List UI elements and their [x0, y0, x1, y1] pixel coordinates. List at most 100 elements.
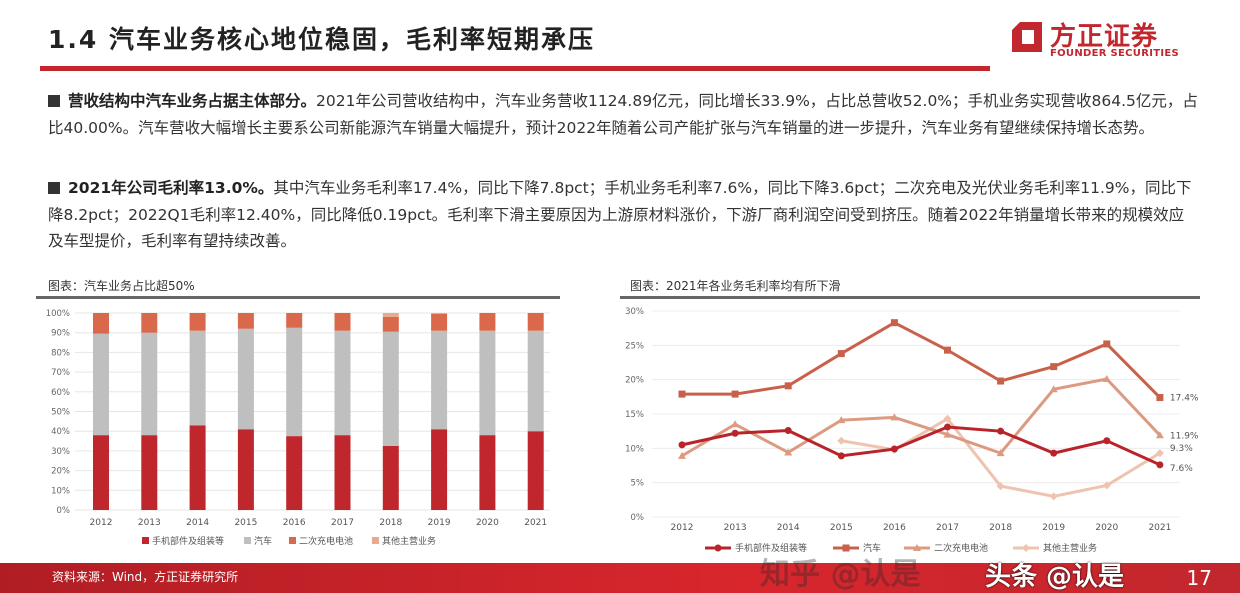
data-point	[837, 452, 845, 460]
data-point	[1050, 449, 1058, 457]
bar-segment	[237, 328, 254, 430]
y-tick-label: 0%	[631, 513, 645, 523]
data-point	[1102, 374, 1111, 382]
paragraph-revenue: 营收结构中汽车业务占据主体部分。2021年公司营收结构中，汽车业务营收1124.…	[48, 88, 1198, 141]
end-value-label: 17.4%	[1170, 394, 1199, 404]
paragraph-body: 2021年公司营收结构中，汽车业务营收1124.89亿元，同比增长33.9%，占…	[48, 92, 1198, 137]
legend-swatch	[289, 537, 296, 544]
data-point	[890, 319, 898, 327]
x-tick-label: 2016	[883, 523, 906, 533]
bar-segment	[479, 330, 496, 436]
legend-marker	[714, 544, 722, 552]
data-point	[1049, 492, 1058, 501]
paragraph-body: 其中汽车业务毛利率17.4%，同比下降7.8pct；手机业务毛利率7.6%，同比…	[48, 179, 1192, 250]
legend-label: 二次充电电池	[299, 535, 353, 547]
data-point	[1049, 385, 1058, 393]
legend-label: 汽车	[254, 535, 272, 547]
x-tick-label: 2016	[283, 518, 306, 528]
bar-segment	[382, 331, 399, 446]
data-point	[731, 390, 739, 398]
data-point	[1050, 363, 1058, 371]
y-tick-label: 100%	[46, 309, 70, 319]
bar-segment	[431, 313, 448, 331]
y-tick-label: 10%	[51, 486, 70, 496]
title-divider	[40, 66, 990, 71]
bar-segment	[189, 330, 206, 426]
x-tick-label: 2018	[379, 518, 402, 528]
chart1-divider	[36, 296, 560, 299]
data-point	[996, 449, 1005, 457]
bar-segment	[527, 313, 544, 331]
data-point	[784, 448, 793, 456]
data-point	[1103, 340, 1111, 348]
data-point	[678, 451, 686, 459]
page-number: 17	[1186, 566, 1212, 590]
data-point	[890, 445, 898, 453]
paragraph-lead: 营收结构中汽车业务占据主体部分。	[68, 92, 317, 110]
bar-segment	[189, 425, 206, 510]
data-point	[784, 382, 792, 390]
y-tick-label: 80%	[51, 348, 70, 358]
y-tick-label: 25%	[625, 341, 644, 351]
page-title: 1.4 汽车业务核心地位稳固，毛利率短期承压	[48, 25, 595, 54]
data-point	[944, 423, 951, 431]
y-tick-label: 40%	[51, 427, 70, 437]
x-tick-label: 2018	[989, 523, 1012, 533]
data-point	[837, 436, 846, 445]
y-tick-label: 15%	[625, 410, 644, 420]
data-point	[731, 429, 739, 437]
bar-segment	[141, 332, 158, 436]
paragraph-margin: 2021年公司毛利率13.0%。其中汽车业务毛利率17.4%，同比下降7.8pc…	[48, 175, 1198, 255]
data-point	[1102, 481, 1111, 490]
bar-segment	[382, 313, 399, 317]
bar-segment	[93, 313, 109, 334]
bar-segment	[93, 333, 109, 436]
legend-marker	[913, 544, 921, 551]
data-point	[678, 390, 686, 398]
legend-swatch	[372, 537, 379, 544]
data-point	[678, 441, 686, 449]
bullet-icon	[48, 182, 60, 194]
data-point	[997, 427, 1005, 435]
data-point	[784, 426, 792, 434]
y-tick-label: 90%	[51, 329, 70, 339]
paragraph-lead: 2021年公司毛利率13.0%。	[68, 179, 274, 197]
x-tick-label: 2020	[476, 518, 499, 528]
bar-segment	[382, 316, 399, 332]
series-line	[682, 320, 1161, 399]
legend-label: 其他主营业务	[1043, 542, 1097, 554]
logo-text-en: FOUNDER SECURITIES	[1050, 48, 1180, 59]
chart2-caption: 图表：2021年各业务毛利率均有所下滑	[630, 279, 841, 293]
data-point	[997, 377, 1005, 385]
bar-segment	[141, 313, 158, 333]
legend-label: 其他主营业务	[382, 535, 436, 547]
bar-segment	[431, 429, 448, 510]
bar-segment	[527, 431, 544, 510]
bar-segment	[479, 435, 496, 510]
y-tick-label: 20%	[625, 376, 644, 386]
bar-segment	[286, 313, 303, 328]
logo-text-cn: 方正证券	[1050, 22, 1159, 52]
x-tick-label: 2021	[524, 518, 547, 528]
x-tick-label: 2014	[777, 523, 800, 533]
bullet-icon	[48, 95, 60, 107]
x-tick-label: 2014	[186, 518, 209, 528]
data-point	[1155, 431, 1164, 439]
bar-segment	[527, 330, 544, 432]
data-point	[1103, 437, 1111, 445]
chart1-caption: 图表：汽车业务占比超50%	[48, 279, 195, 293]
y-tick-label: 10%	[625, 444, 644, 454]
x-tick-label: 2012	[671, 523, 694, 533]
bar-segment	[431, 313, 448, 314]
data-point	[1156, 461, 1164, 469]
bar-segment	[334, 435, 351, 510]
x-tick-label: 2017	[331, 518, 354, 528]
bar-segment	[334, 330, 351, 436]
source-note: 资料来源：Wind，方正证券研究所	[52, 570, 239, 584]
legend-label: 手机部件及组装等	[735, 542, 807, 554]
x-tick-label: 2012	[90, 518, 113, 528]
y-tick-label: 70%	[51, 368, 70, 378]
footer-band	[0, 563, 1240, 593]
series-line	[681, 425, 1161, 467]
legend-label: 手机部件及组装等	[152, 535, 224, 547]
